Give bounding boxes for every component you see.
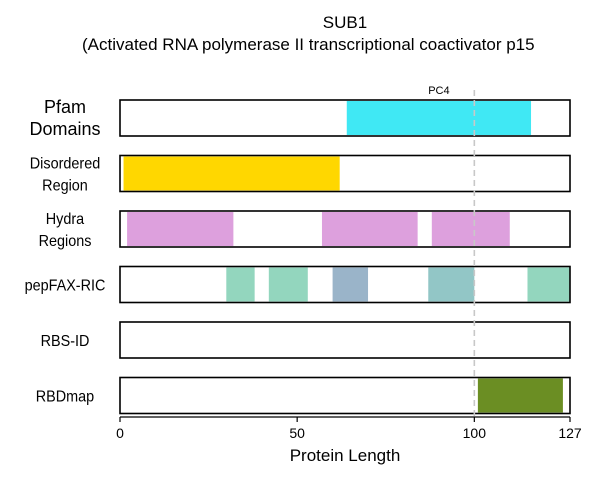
track-segment <box>226 267 255 302</box>
x-axis: 0 50 100 127 <box>116 416 582 441</box>
track-label: pepFAX-RIC <box>25 277 106 295</box>
x-tick-label: 100 <box>463 425 487 441</box>
track-segment <box>321 212 418 246</box>
x-tick-label: 0 <box>116 425 124 441</box>
track-label-line: Pfam <box>44 97 86 117</box>
track-label: Hydra Regions <box>39 210 92 250</box>
chart-subtitle: (Activated RNA polymerase II transcripti… <box>82 35 535 54</box>
track-border <box>119 210 571 248</box>
track-label-line: Regions <box>39 232 92 250</box>
track-segment <box>428 267 475 302</box>
track-border <box>119 99 571 137</box>
track-label-line: Domains <box>29 119 100 139</box>
track-label: RBDmap <box>36 388 94 406</box>
track-border <box>119 376 571 415</box>
track-segment <box>332 267 369 302</box>
track-label-line: Region <box>42 177 88 195</box>
track-segment <box>346 101 532 135</box>
track-label-line: RBS-ID <box>41 332 90 350</box>
track-background <box>120 322 570 358</box>
track-label-line: Disordered <box>30 155 100 173</box>
track-segment <box>127 212 234 246</box>
track-segment <box>123 156 340 191</box>
track-0: PC4 Pfam Domains <box>29 85 571 139</box>
tracks-layer: PC4 Pfam Domains Disordered Region Hydra Regio… <box>25 85 571 415</box>
track-segment <box>477 378 563 413</box>
x-axis-title: Protein Length <box>290 446 401 465</box>
chart-title: SUB1 <box>323 13 367 32</box>
track-border <box>119 321 571 359</box>
track-segment <box>268 267 308 302</box>
x-tick-label: 50 <box>289 425 305 441</box>
segment-label: PC4 <box>428 85 449 97</box>
track-3: pepFAX-RIC <box>25 265 571 304</box>
track-label-line: Hydra <box>46 210 85 228</box>
track-label: RBS-ID <box>41 332 90 350</box>
track-border <box>119 265 571 304</box>
track-label-line: pepFAX-RIC <box>25 277 106 295</box>
x-tick-label: 127 <box>558 425 582 441</box>
track-label: Disordered Region <box>30 155 100 195</box>
track-2: Hydra Regions <box>39 210 571 250</box>
track-4: RBS-ID <box>41 321 571 359</box>
track-border <box>119 154 571 193</box>
track-5: RBDmap <box>36 376 571 415</box>
track-1: Disordered Region <box>30 154 571 195</box>
track-segment <box>527 267 570 302</box>
track-segment <box>431 212 510 246</box>
track-label-line: RBDmap <box>36 388 94 406</box>
track-label: Pfam Domains <box>29 97 100 139</box>
